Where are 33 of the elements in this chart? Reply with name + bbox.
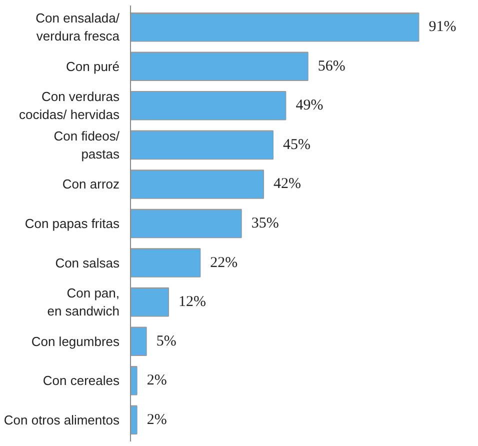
data-label: 45% [283, 136, 311, 153]
y-tick-label: Con cereales [42, 373, 120, 388]
bar [130, 405, 138, 435]
y-tick-label: Con arroz [62, 176, 120, 192]
data-label: 2% [146, 372, 167, 389]
bar [130, 91, 286, 120]
y-tick-label: Con salsas [55, 255, 120, 270]
data-label: 91% [428, 19, 456, 36]
bar [130, 366, 138, 396]
y-tick-label: Con legumbres [31, 334, 120, 349]
bar [130, 12, 420, 42]
bar [130, 248, 201, 278]
y-tick-label: Con papas fritas [24, 216, 120, 231]
bar [130, 170, 264, 199]
bar [130, 208, 242, 238]
y-tick-label: Con ensalada/ verdura fresca [36, 10, 120, 44]
y-tick-label: Con otros alimentos [4, 412, 120, 428]
data-label: 12% [178, 294, 206, 310]
bar [130, 287, 170, 317]
data-label: 56% [318, 58, 346, 74]
y-tick-label: Con pan, en sandwich [47, 286, 120, 319]
data-label: 42% [274, 176, 302, 192]
bar [130, 326, 147, 356]
data-label: 2% [146, 412, 167, 428]
y-tick-label: Con puré [66, 58, 120, 74]
bar [130, 130, 274, 160]
data-label: 5% [156, 333, 176, 350]
y-tick-label: Con fideos/ pastas [54, 128, 120, 162]
bar [130, 52, 308, 82]
data-label: 49% [296, 98, 324, 114]
data-label: 22% [210, 254, 238, 271]
data-label: 35% [251, 216, 279, 232]
y-tick-label: Con verduras cocidas/ hervidas [19, 89, 120, 122]
